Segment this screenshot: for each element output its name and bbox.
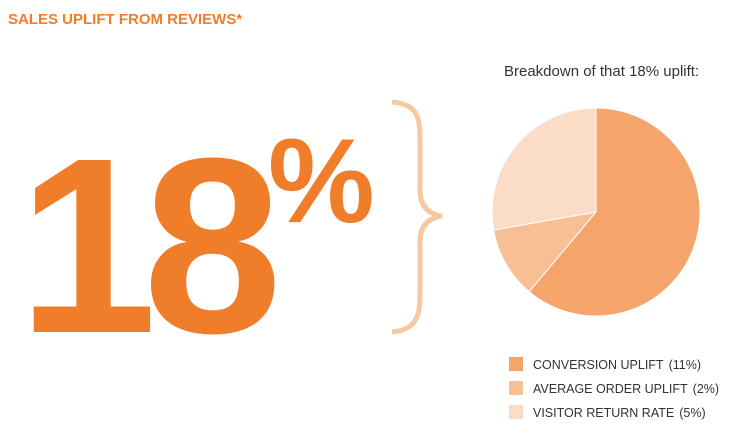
chart-subtitle: Breakdown of that 18% uplift: [504,63,699,80]
legend-value: (5%) [679,406,705,420]
legend: CONVERSION UPLIFT (11%) AVERAGE ORDER UPLI… [509,357,719,420]
brace [391,99,443,335]
legend-value: (2%) [693,382,719,396]
chart-title: SALES UPLIFT FROM REVIEWS* [8,11,242,28]
headline-unit: % [268,114,375,248]
pie [491,107,701,317]
legend-swatch [509,357,523,371]
pie-slice [491,107,597,231]
legend-swatch [509,405,523,419]
legend-category: VISITOR RETURN RATE [533,406,674,420]
headline-number: 18 [18,106,275,385]
legend-label: AVERAGE ORDER UPLIFT (2%) [533,382,719,396]
legend-label: VISITOR RETURN RATE (5%) [533,406,706,420]
legend-label: CONVERSION UPLIFT (11%) [533,358,701,372]
legend-value: (11%) [669,358,701,372]
pie-slice [528,107,701,317]
legend-category: CONVERSION UPLIFT [533,358,664,372]
pie-slice [493,211,598,293]
legend-category: AVERAGE ORDER UPLIFT [533,382,688,396]
legend-swatch [509,381,523,395]
